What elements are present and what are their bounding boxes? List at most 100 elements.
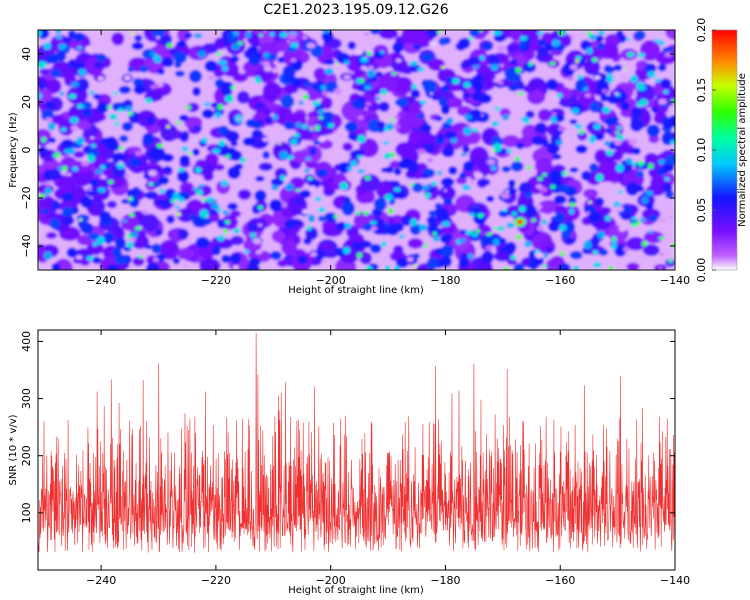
spectrogram-amplitude-cell xyxy=(67,30,77,39)
spectrogram-amplitude-cell xyxy=(479,55,485,61)
spectrogram-amplitude-cell xyxy=(650,107,659,113)
spectrogram-low-amplitude-cell xyxy=(438,225,443,229)
spectrogram-amplitude-cell xyxy=(534,256,544,266)
spectrogram-amplitude-cell xyxy=(255,79,262,84)
spectrogram-amplitude-cell xyxy=(324,58,335,66)
spectrogram-amplitude-cell xyxy=(263,164,271,171)
spectrogram-amplitude-field xyxy=(38,30,675,270)
spectrogram-amplitude-cell xyxy=(420,124,432,132)
spectrogram-amplitude-cell xyxy=(76,120,92,131)
y-tick-label: 0 xyxy=(20,147,33,154)
spectrogram-amplitude-cell xyxy=(550,255,565,266)
spectrogram-amplitude-cell xyxy=(395,141,415,158)
spectrogram-amplitude-cell xyxy=(508,84,519,92)
spectrogram-amplitude-cell xyxy=(654,78,662,83)
spectrogram-amplitude-cell xyxy=(321,30,330,34)
y-tick-label: 200 xyxy=(20,445,33,466)
spectrogram-amplitude-cell xyxy=(384,194,391,200)
spectrogram-low-amplitude-cell xyxy=(660,252,665,256)
y-tick-label: 400 xyxy=(20,331,33,352)
spectrogram-amplitude-cell xyxy=(225,130,240,143)
colorbar-tick-label: 0.20 xyxy=(695,18,708,43)
spectrogram-amplitude-cell xyxy=(578,129,584,135)
spectrogram-amplitude-cell xyxy=(283,121,295,130)
spectrogram-amplitude-cell xyxy=(373,197,387,212)
spectrogram-amplitude-cell xyxy=(463,92,472,99)
spectrogram-amplitude-cell xyxy=(576,74,584,80)
spectrogram-amplitude-cell xyxy=(265,116,273,124)
spectrogram-amplitude-cell xyxy=(88,90,95,95)
spectrogram-amplitude-cell xyxy=(134,34,143,42)
spectrogram-low-amplitude-cell xyxy=(288,33,297,40)
spectrogram-amplitude-cell xyxy=(553,194,567,205)
spectrogram-amplitude-cell xyxy=(251,30,265,35)
spectrogram-amplitude-cell xyxy=(467,253,474,259)
spectrogram-amplitude-cell xyxy=(447,97,464,109)
spectrogram-amplitude-cell xyxy=(126,233,132,239)
spectrogram-amplitude-cell xyxy=(197,50,207,58)
spectrogram-amplitude-cell xyxy=(389,152,396,158)
spectrogram-amplitude-cell xyxy=(243,49,252,59)
spectrogram-amplitude-cell xyxy=(401,30,418,44)
spectrogram-amplitude-cell xyxy=(106,264,118,270)
spectrogram-amplitude-cell xyxy=(255,175,265,182)
spectrogram-amplitude-cell xyxy=(277,259,288,268)
spectrogram-amplitude-cell xyxy=(459,172,467,179)
spectrogram-amplitude-cell xyxy=(443,198,453,206)
spectrogram-amplitude-cell xyxy=(150,146,163,160)
y-tick-label: 100 xyxy=(20,502,33,523)
spectrogram-amplitude-cell xyxy=(537,30,544,36)
spectrogram-amplitude-cell xyxy=(92,242,98,247)
spectrogram-amplitude-cell xyxy=(574,123,583,129)
spectrogram-low-amplitude-cell xyxy=(668,215,674,219)
spectrogram-amplitude-cell xyxy=(124,105,134,112)
spectrogram-amplitude-cell xyxy=(407,238,424,249)
spectrogram-low-amplitude-cell xyxy=(70,125,79,131)
spectrogram-amplitude-cell xyxy=(279,174,286,181)
spectrogram-amplitude-cell xyxy=(583,188,599,199)
spectrogram-amplitude-cell xyxy=(73,61,86,70)
colorbar: 0.00 0.05 0.10 0.15 0.20 Normalized spectral… xyxy=(695,18,748,283)
snr-series-line xyxy=(38,332,675,553)
spectrogram-amplitude-cell xyxy=(179,114,189,122)
spectrogram-amplitude-cell xyxy=(195,167,202,174)
spectrogram-amplitude-cell xyxy=(294,133,300,138)
spectrogram-amplitude-cell xyxy=(327,122,335,129)
spectrogram-amplitude-cell xyxy=(586,47,593,55)
spectrogram-amplitude-cell xyxy=(63,37,72,43)
spectrogram-amplitude-cell xyxy=(160,123,178,142)
spectrogram-amplitude-cell xyxy=(631,216,637,221)
spectrogram-plot-area xyxy=(38,30,675,270)
spectrogram-low-amplitude-cell xyxy=(44,182,51,187)
spectrogram-amplitude-cell xyxy=(342,142,353,152)
spectrogram-amplitude-cell xyxy=(100,164,106,170)
spectrogram-amplitude-cell xyxy=(211,245,221,256)
spectrogram-amplitude-cell xyxy=(511,211,518,216)
spectrogram-amplitude-cell xyxy=(502,208,508,213)
spectrogram-amplitude-cell xyxy=(218,59,228,66)
spectrogram-amplitude-cell xyxy=(144,244,153,250)
spectrogram-amplitude-cell xyxy=(270,177,284,187)
spectrogram-amplitude-cell xyxy=(297,255,308,264)
spectrogram-amplitude-cell xyxy=(377,121,386,129)
spectrogram-amplitude-cell xyxy=(537,108,552,122)
spectrogram-amplitude-cell xyxy=(93,93,102,100)
spectrogram-amplitude-cell xyxy=(423,79,437,95)
spectrogram-low-amplitude-cell xyxy=(457,60,462,64)
spectrogram-amplitude-cell xyxy=(58,43,67,51)
spectrogram-low-amplitude-cell xyxy=(628,138,638,146)
spectrogram-amplitude-cell xyxy=(430,181,438,187)
spectrogram-amplitude-cell xyxy=(222,65,228,72)
spectrogram-amplitude-cell xyxy=(658,159,666,165)
spectrogram-amplitude-cell xyxy=(113,226,125,238)
spectrogram-amplitude-cell xyxy=(575,59,580,64)
spectrogram-amplitude-cell xyxy=(106,200,118,209)
spectrogram-amplitude-cell xyxy=(559,251,566,257)
spectrogram-amplitude-cell xyxy=(38,80,47,90)
spectrogram-amplitude-cell xyxy=(594,132,605,141)
spectrogram-low-amplitude-cell xyxy=(156,36,160,39)
spectrogram-low-amplitude-cell xyxy=(126,196,131,200)
spectrogram-amplitude-cell xyxy=(358,240,372,249)
spectrogram-amplitude-cell xyxy=(381,167,389,173)
spectrogram-amplitude-cell xyxy=(569,202,576,207)
